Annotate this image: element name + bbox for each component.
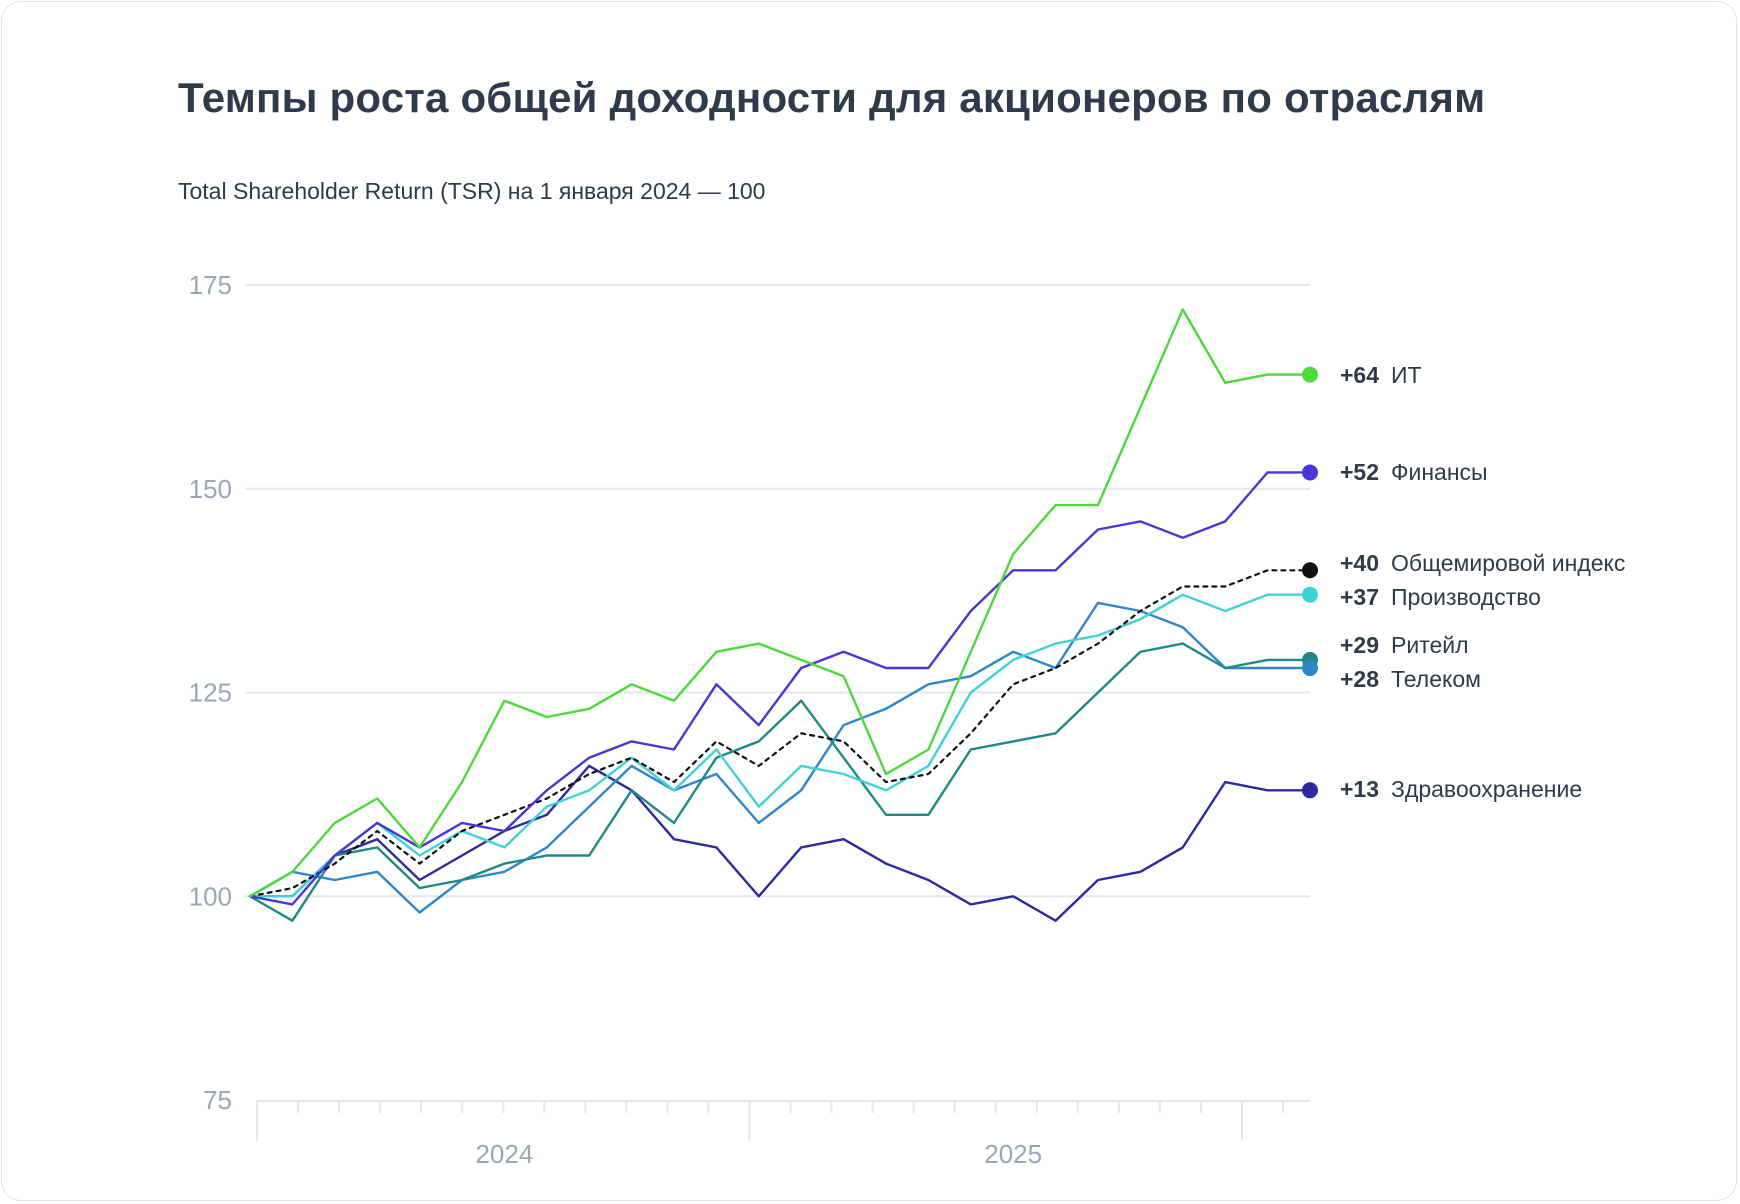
series-end-marker: [1302, 366, 1318, 383]
chart-title: Темпы роста общей доходности для акционе…: [178, 74, 1486, 121]
gridlines: [245, 284, 1310, 898]
x-tick-label: 2025: [984, 1139, 1042, 1169]
series-name-label: Производство: [1391, 584, 1541, 610]
series-end-marker: [1302, 586, 1318, 603]
series-name-label: Здравоохранение: [1391, 776, 1582, 802]
y-axis-labels: 75 100 125 150 175: [189, 270, 232, 1115]
series-name-label: Телеком: [1391, 666, 1481, 692]
y-tick-label: 175: [189, 270, 232, 300]
series-end-value: +40: [1340, 550, 1379, 576]
series-line-6: [248, 601, 1312, 914]
series-end-marker: [1302, 782, 1318, 799]
series-end-value: +64: [1340, 362, 1379, 388]
series-end-value: +28: [1340, 666, 1379, 692]
series-end-value: +29: [1340, 632, 1379, 658]
end-labels: +64 ИТ +52 Финансы +40 Общемировой индекс +37 П…: [1302, 362, 1625, 802]
series-end-marker: [1302, 660, 1318, 677]
series-end-value: +13: [1340, 776, 1379, 802]
x-tick-label: 2024: [475, 1139, 533, 1169]
y-tick-label: 125: [189, 678, 232, 708]
series-name-label: Общемировой индекс: [1391, 550, 1625, 576]
series-lines: [248, 308, 1312, 922]
series-line-2: [248, 471, 1312, 906]
y-tick-label: 75: [203, 1085, 232, 1115]
series-end-marker: [1302, 562, 1318, 579]
x-axis-labels: 2024 2025: [475, 1139, 1042, 1169]
series-line-1: [248, 308, 1312, 898]
series-end-value: +37: [1340, 584, 1379, 610]
y-tick-label: 100: [189, 881, 232, 911]
series-line-3: [248, 569, 1312, 898]
series-end-value: +52: [1340, 459, 1379, 485]
series-line-4: [248, 593, 1312, 898]
series-line-7: [248, 764, 1312, 922]
series-name-label: ИТ: [1391, 362, 1422, 388]
chart-subtitle: Total Shareholder Return (TSR) на 1 янва…: [178, 178, 766, 204]
y-tick-label: 150: [189, 474, 232, 504]
x-axis: [256, 1100, 1310, 1141]
series-line-5: [248, 642, 1312, 922]
series-name-label: Ритейл: [1391, 632, 1469, 658]
series-name-label: Финансы: [1391, 459, 1488, 485]
series-end-marker: [1302, 464, 1318, 481]
